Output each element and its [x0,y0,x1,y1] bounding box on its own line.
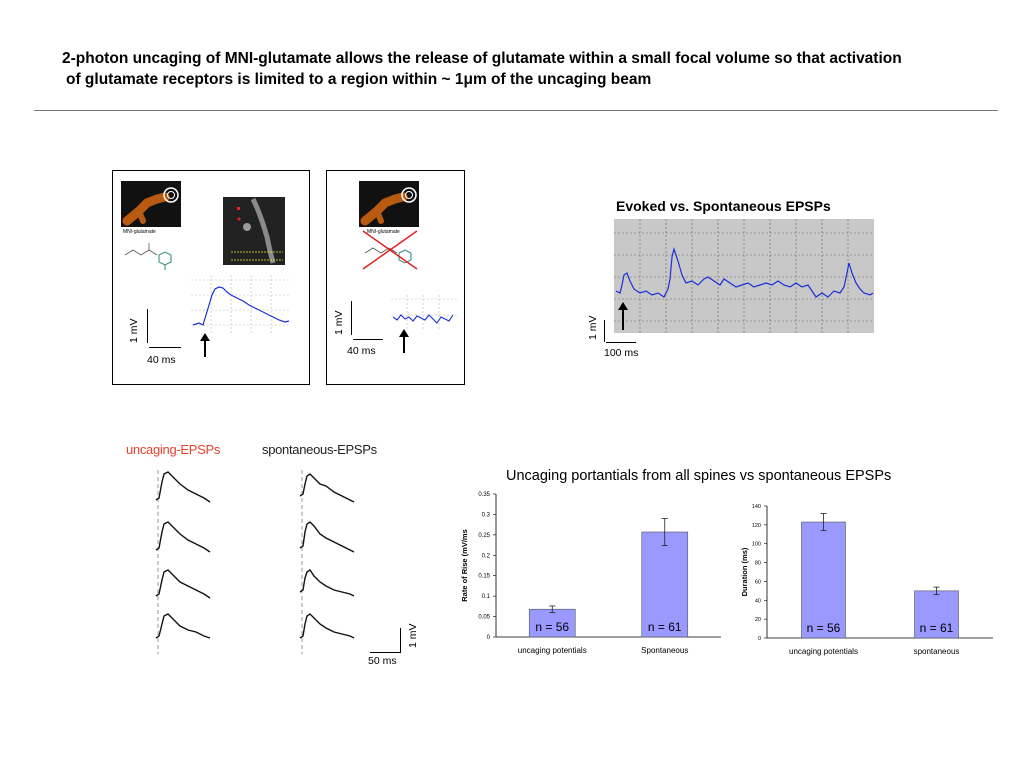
n-annotation: n = 56 [807,621,841,635]
voltage-scale-label: 1 mV [407,623,419,648]
voltage-scale-bar [351,301,352,335]
title-line-1: 2-photon uncaging of MNI-glutamate allow… [62,50,902,67]
voltage-scale-label: 1 mV [587,315,599,340]
rate-of-rise-chart: 0 0.05 0.1 0.15 0.2 0.25 0.3 0.35 Rate of Rise (… [460,492,721,655]
y-tick-label: 0 [758,636,761,642]
y-tick-label: 0 [487,635,491,641]
molecule-structure [124,243,172,270]
voltage-scale-label: 1 mV [333,310,345,335]
spontaneous-epsp-traces [299,470,355,654]
bar [528,608,576,638]
voltage-scale-bar [604,320,605,342]
fluorescence-image [223,197,285,265]
title-divider [34,110,998,111]
voltage-scale-bar [147,309,148,343]
category-label: uncaging potentials [789,647,858,656]
y-tick-label: 100 [752,542,761,548]
molecule-label: MNI-glutamate [123,229,156,235]
charts-title: Uncaging portantials from all spines vs … [506,468,892,484]
voltage-scale-bar [400,628,401,652]
time-scale-bar [370,652,401,653]
y-tick-label: 40 [755,598,761,604]
bar [641,531,689,638]
y-tick-label: 0.15 [478,574,490,580]
control-panel: MNI-glutamate 1 mV 40 ms [326,170,465,385]
y-axis-label: Duration (ms) [740,547,749,596]
y-tick-label: 120 [752,523,761,529]
time-scale-label: 40 ms [347,345,376,357]
time-scale-bar [606,342,636,343]
control-trace [391,295,457,331]
y-tick-label: 0.35 [478,492,490,498]
title-line-2: of glutamate receptors is limited to a r… [66,71,652,88]
y-tick-label: 0.1 [482,594,491,600]
time-scale-label: 100 ms [604,347,639,359]
molecule-label: MNI-glutamate [367,229,400,235]
bar [801,521,846,639]
y-tick-label: 0.3 [482,512,491,518]
n-annotation: n = 61 [648,620,682,634]
y-tick-label: 0.2 [482,553,491,559]
category-label: Spontaneous [641,646,688,655]
n-annotation: n = 61 [920,621,954,635]
category-label: uncaging potentials [518,646,587,655]
stimulus-arrow [399,329,409,353]
evoked-spontaneous-trace [614,219,874,333]
uncaging-epsps-label: uncaging-EPSPs [126,442,221,457]
y-tick-label: 20 [755,617,761,623]
n-annotation: n = 56 [535,620,569,634]
duration-chart: 0 20 40 60 80 100 120 140 Duration (ms) n = 56 unc… [740,504,993,656]
time-scale-label: 40 ms [147,354,176,366]
uncaging-panel: MNI-glutamate 1 mV 40 ms [112,170,310,385]
y-tick-label: 60 [755,579,761,585]
y-axis-label: Rate of Rise (mV/ms [460,529,469,602]
slide-title: 2-photon uncaging of MNI-glutamate allow… [62,48,1002,90]
time-scale-label: 50 ms [368,655,397,667]
stimulus-arrow [618,302,628,330]
time-scale-bar [353,339,383,340]
uncaging-epsp-traces [155,470,211,654]
y-tick-label: 80 [755,561,761,567]
y-tick-label: 0.25 [478,533,490,539]
evoked-title: Evoked vs. Spontaneous EPSPs [616,198,831,214]
y-tick-label: 0.05 [478,615,490,621]
crossed-molecule [362,230,418,270]
category-label: spontaneous [914,647,960,656]
spontaneous-epsps-label: spontaneous-EPSPs [262,442,377,457]
y-tick-label: 140 [752,504,761,510]
uncaging-epsp-trace [191,275,291,335]
spine-illustration [121,181,181,227]
time-scale-bar [149,347,181,348]
voltage-scale-label: 1 mV [128,318,140,343]
spine-illustration [359,181,419,227]
stimulus-arrow [200,333,210,357]
bar [914,590,959,639]
